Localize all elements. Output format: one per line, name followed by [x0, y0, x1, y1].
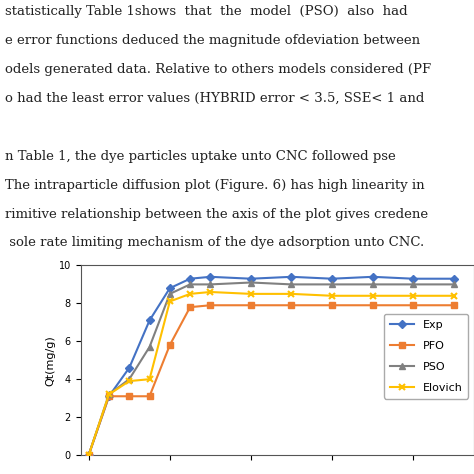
- Elovich: [167, 299, 173, 304]
- PSO: [208, 282, 213, 287]
- Elovich: [289, 291, 294, 297]
- Line: Elovich: Elovich: [85, 289, 457, 458]
- Text: statistically Table 1shows  that  the  model  (PSO)  also  had: statistically Table 1shows that the mode…: [5, 6, 407, 18]
- Exp: [146, 318, 152, 323]
- PSO: [86, 452, 91, 458]
- Elovich: [86, 452, 91, 458]
- Exp: [187, 276, 193, 282]
- PFO: [106, 393, 112, 399]
- Line: PSO: PSO: [86, 280, 456, 458]
- Elovich: [370, 293, 375, 299]
- PFO: [451, 302, 456, 308]
- PFO: [146, 393, 152, 399]
- Exp: [329, 276, 335, 282]
- Elovich: [127, 378, 132, 384]
- PSO: [370, 282, 375, 287]
- Legend: Exp, PFO, PSO, Elovich: Exp, PFO, PSO, Elovich: [384, 314, 468, 399]
- Elovich: [248, 291, 254, 297]
- Text: odels generated data. Relative to others models considered (PF: odels generated data. Relative to others…: [5, 63, 431, 76]
- Line: PFO: PFO: [86, 302, 456, 458]
- Exp: [86, 452, 91, 458]
- PFO: [370, 302, 375, 308]
- Text: sole rate limiting mechanism of the dye adsorption unto CNC.: sole rate limiting mechanism of the dye …: [5, 237, 424, 249]
- PSO: [248, 280, 254, 285]
- Exp: [370, 274, 375, 280]
- PFO: [167, 342, 173, 348]
- PFO: [248, 302, 254, 308]
- PFO: [127, 393, 132, 399]
- PFO: [208, 302, 213, 308]
- Elovich: [187, 291, 193, 297]
- Text: The intraparticle diffusion plot (Figure. 6) has high linearity in: The intraparticle diffusion plot (Figure…: [5, 179, 424, 191]
- Exp: [248, 276, 254, 282]
- Exp: [451, 276, 456, 282]
- Text: n Table 1, the dye particles uptake unto CNC followed pse: n Table 1, the dye particles uptake unto…: [5, 150, 395, 163]
- PSO: [146, 344, 152, 350]
- PSO: [167, 291, 173, 297]
- PFO: [289, 302, 294, 308]
- Elovich: [410, 293, 416, 299]
- Exp: [167, 285, 173, 291]
- PSO: [187, 282, 193, 287]
- Exp: [410, 276, 416, 282]
- Exp: [289, 274, 294, 280]
- Line: Exp: Exp: [86, 274, 456, 458]
- PSO: [289, 282, 294, 287]
- Exp: [208, 274, 213, 280]
- PSO: [127, 376, 132, 382]
- Elovich: [208, 289, 213, 295]
- PSO: [410, 282, 416, 287]
- PFO: [329, 302, 335, 308]
- Elovich: [106, 392, 112, 397]
- PSO: [451, 282, 456, 287]
- Elovich: [146, 376, 152, 382]
- PFO: [86, 452, 91, 458]
- Text: e error functions deduced the magnitude ofdeviation between: e error functions deduced the magnitude …: [5, 35, 420, 47]
- Elovich: [451, 293, 456, 299]
- PFO: [410, 302, 416, 308]
- Exp: [106, 393, 112, 399]
- Y-axis label: Qt(mg/g): Qt(mg/g): [46, 335, 56, 386]
- PSO: [329, 282, 335, 287]
- Exp: [127, 365, 132, 371]
- Text: rimitive relationship between the axis of the plot gives credene: rimitive relationship between the axis o…: [5, 208, 428, 220]
- PFO: [187, 304, 193, 310]
- Text: o had the least error values (HYBRID error < 3.5, SSE< 1 and: o had the least error values (HYBRID err…: [5, 92, 424, 105]
- Elovich: [329, 293, 335, 299]
- PSO: [106, 392, 112, 397]
